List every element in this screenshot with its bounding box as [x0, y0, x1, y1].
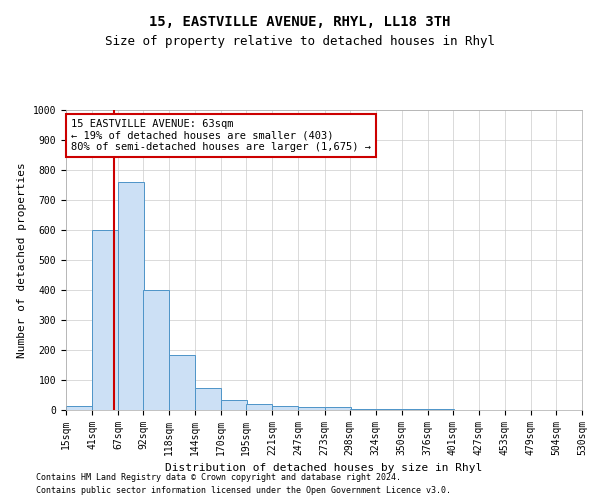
- Bar: [298, 407, 325, 410]
- Text: 15, EASTVILLE AVENUE, RHYL, LL18 3TH: 15, EASTVILLE AVENUE, RHYL, LL18 3TH: [149, 15, 451, 29]
- Text: 15 EASTVILLE AVENUE: 63sqm
← 19% of detached houses are smaller (403)
80% of sem: 15 EASTVILLE AVENUE: 63sqm ← 19% of deta…: [71, 119, 371, 152]
- Bar: [428, 408, 454, 410]
- Bar: [401, 408, 428, 410]
- Y-axis label: Number of detached properties: Number of detached properties: [17, 162, 27, 358]
- Bar: [325, 407, 350, 410]
- Bar: [118, 182, 144, 410]
- Text: Size of property relative to detached houses in Rhyl: Size of property relative to detached ho…: [105, 35, 495, 48]
- Bar: [350, 408, 376, 410]
- Bar: [143, 290, 169, 410]
- Text: Contains public sector information licensed under the Open Government Licence v3: Contains public sector information licen…: [36, 486, 451, 495]
- Bar: [221, 400, 247, 410]
- Bar: [169, 354, 195, 410]
- Bar: [92, 230, 118, 410]
- Text: Contains HM Land Registry data © Crown copyright and database right 2024.: Contains HM Land Registry data © Crown c…: [36, 474, 401, 482]
- Bar: [376, 408, 401, 410]
- X-axis label: Distribution of detached houses by size in Rhyl: Distribution of detached houses by size …: [166, 464, 482, 473]
- Bar: [247, 404, 272, 410]
- Bar: [272, 406, 298, 410]
- Bar: [195, 388, 221, 410]
- Bar: [66, 406, 92, 410]
